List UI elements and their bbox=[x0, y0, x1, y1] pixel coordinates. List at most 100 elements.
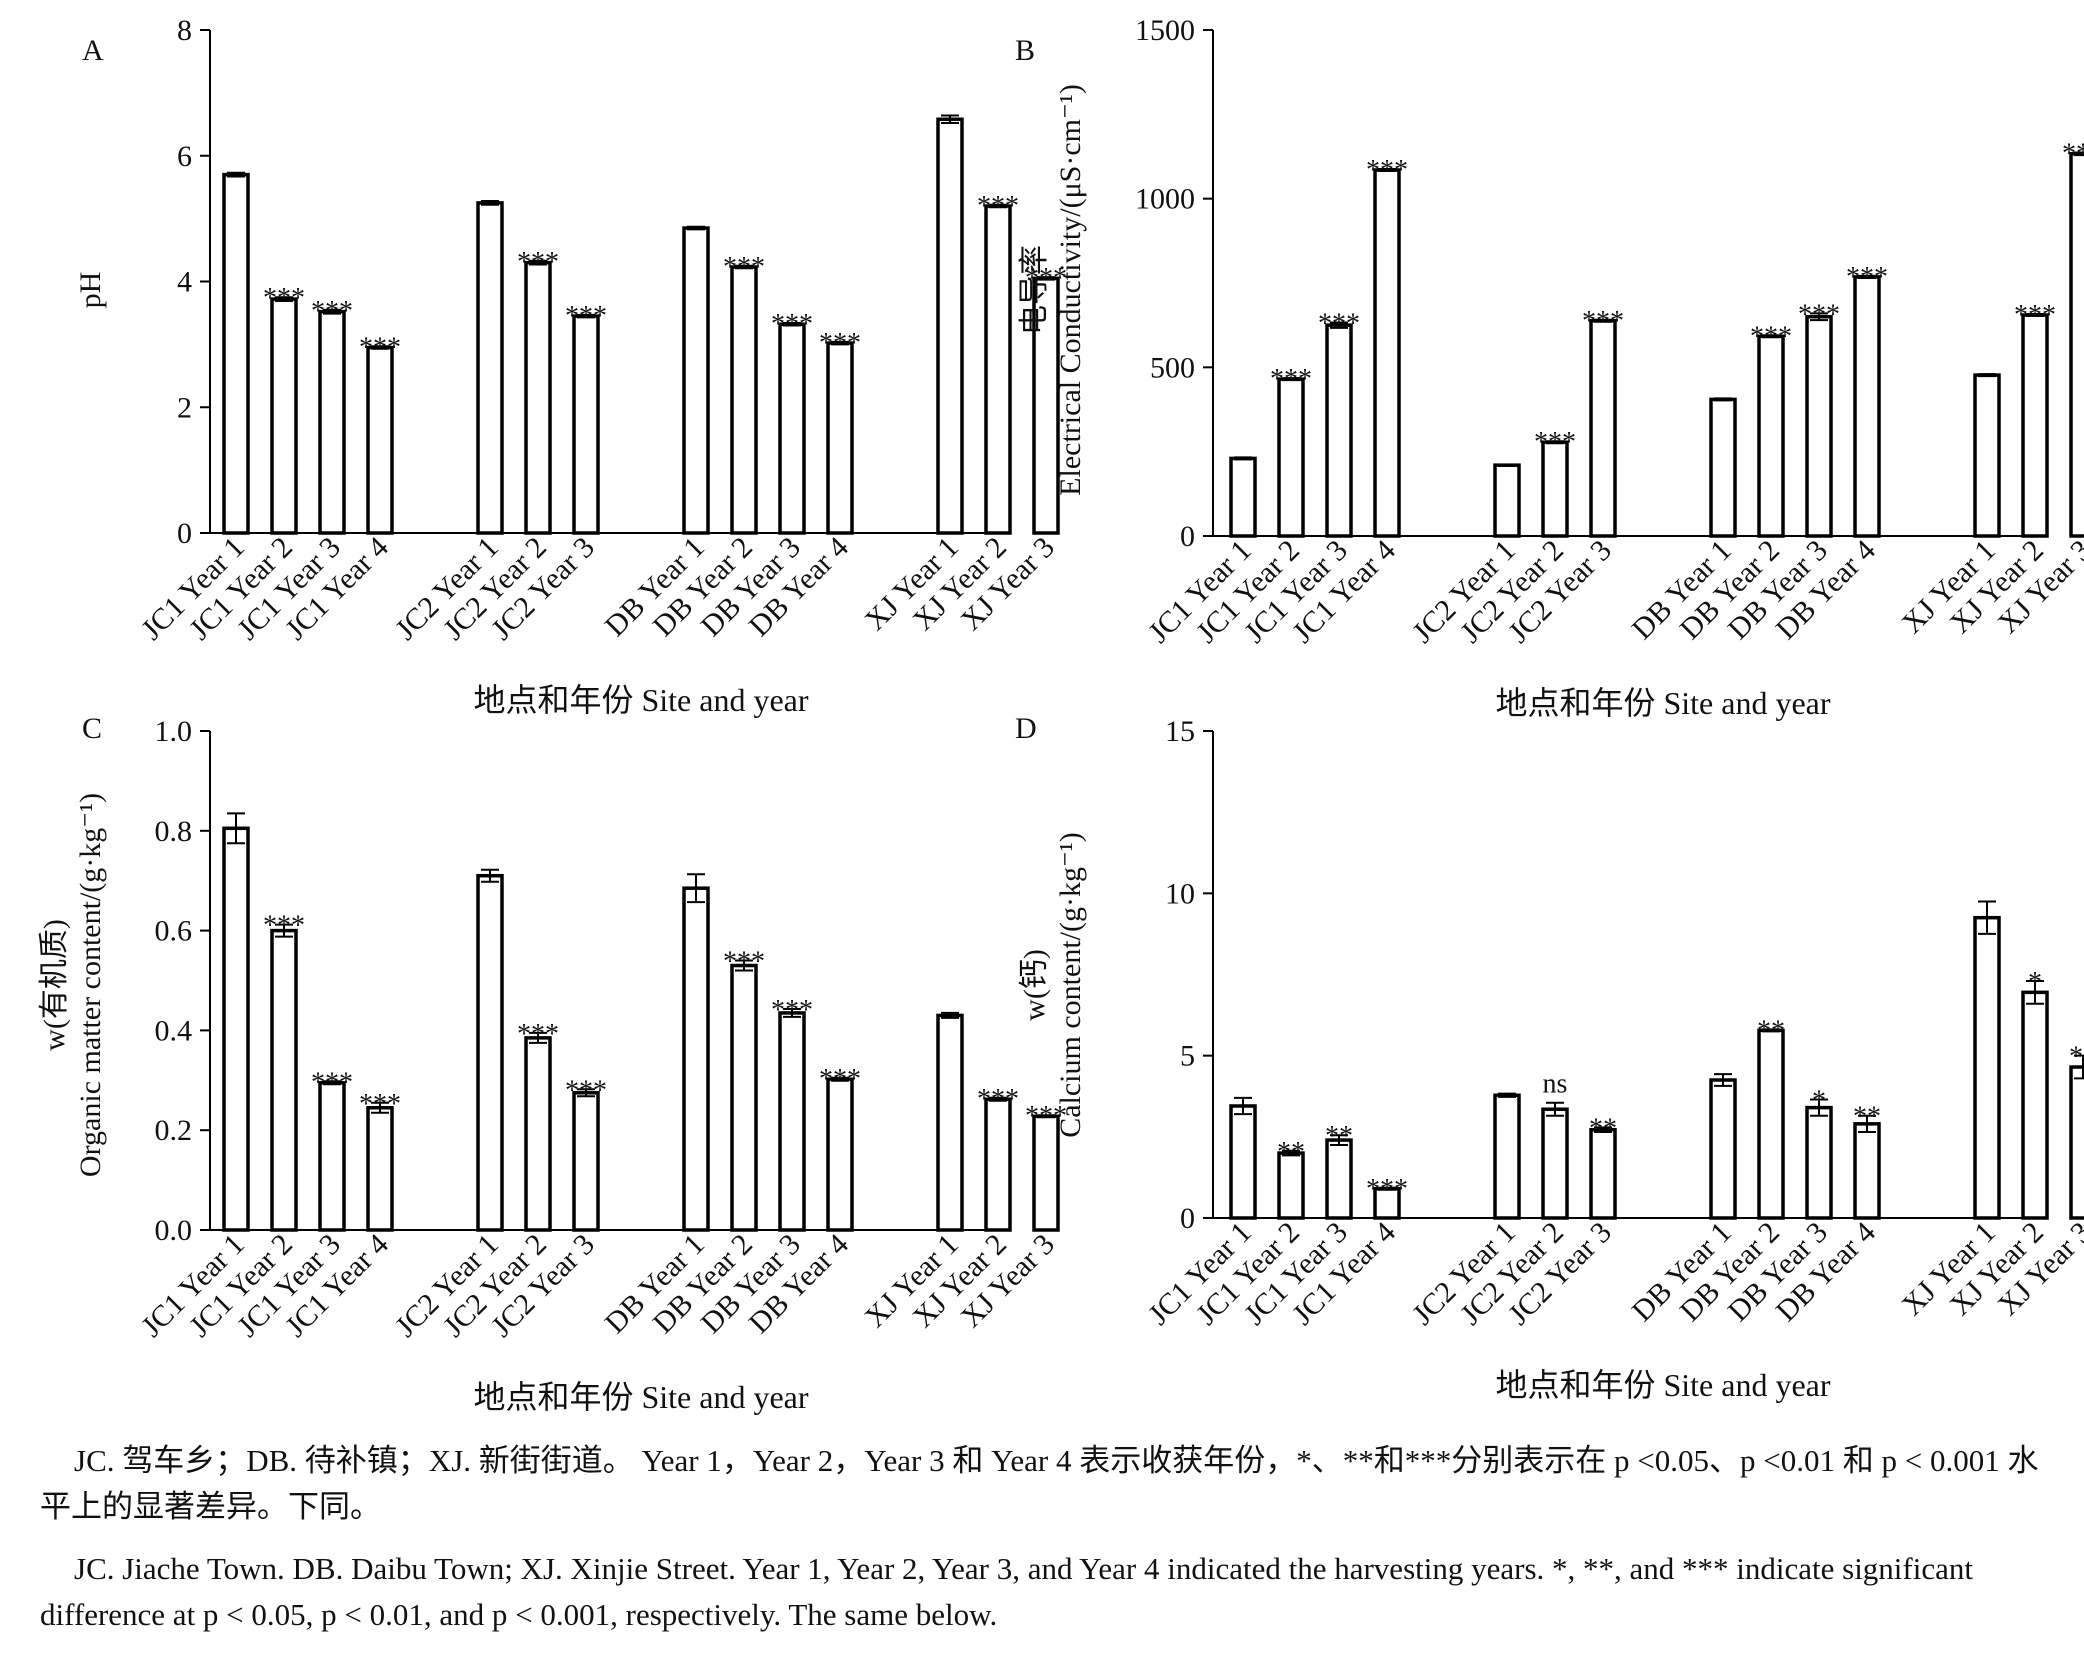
y-tick-label: 0.6 bbox=[155, 915, 193, 948]
panel-c: C 0.0 0.2 0.4 0.6 0.8 1.0 Organic matter conten… bbox=[38, 712, 1067, 1415]
y-tick-label: 1500 bbox=[1135, 14, 1195, 47]
significance-label: * bbox=[2028, 967, 2042, 998]
y-tick-label: 0 bbox=[177, 517, 192, 550]
bar bbox=[366, 1105, 394, 1232]
panel-letter: B bbox=[1015, 34, 1035, 67]
bar bbox=[1757, 334, 1785, 538]
significance-label: *** bbox=[1318, 308, 1360, 339]
significance-label: *** bbox=[723, 252, 765, 283]
y-tick-label: 0.0 bbox=[155, 1214, 193, 1247]
bar bbox=[984, 204, 1012, 535]
significance-label: *** bbox=[359, 332, 401, 363]
bar bbox=[730, 265, 758, 535]
significance-label: *** bbox=[1750, 321, 1792, 352]
significance-label: *** bbox=[565, 301, 607, 332]
significance-label: *** bbox=[263, 283, 305, 314]
bar bbox=[778, 1011, 806, 1232]
bar bbox=[1541, 1107, 1569, 1220]
y-tick-label: 0.2 bbox=[155, 1114, 193, 1147]
bar bbox=[1805, 314, 1833, 538]
bar bbox=[476, 873, 504, 1232]
bar bbox=[1373, 1187, 1401, 1220]
bar bbox=[524, 1036, 552, 1232]
significance-label: *** bbox=[1582, 306, 1624, 337]
y-tick-label: 0 bbox=[1180, 520, 1195, 553]
y-tick-label: 0.4 bbox=[155, 1014, 193, 1047]
y-axis-label-line: w(有机质) bbox=[38, 919, 71, 1051]
bar bbox=[572, 314, 600, 535]
bar bbox=[318, 1081, 346, 1232]
caption-english-text: JC. Jiache Town. DB. Daibu Town; XJ. Xin… bbox=[40, 1551, 1973, 1632]
significance-label: *** bbox=[359, 1089, 401, 1120]
bar bbox=[1541, 440, 1569, 538]
bar bbox=[2069, 1065, 2084, 1220]
bar bbox=[1229, 456, 1257, 538]
y-axis-label: Calcium content/(g·kg⁻¹)w(钙) bbox=[1018, 832, 1087, 1138]
significance-label: *** bbox=[311, 296, 353, 327]
bar bbox=[222, 826, 250, 1232]
bar bbox=[730, 963, 758, 1232]
significance-label: * bbox=[1812, 1085, 1826, 1116]
significance-label: ns bbox=[1543, 1069, 1568, 1100]
bar bbox=[270, 928, 298, 1232]
bar bbox=[1229, 1104, 1257, 1220]
bar bbox=[524, 260, 552, 535]
x-axis-label: 地点和年份 Site and year bbox=[473, 682, 808, 718]
bar bbox=[984, 1097, 1012, 1232]
bar bbox=[1853, 275, 1881, 538]
significance-label: *** bbox=[977, 1084, 1019, 1115]
bar bbox=[2021, 990, 2049, 1220]
y-axis-label-line: 电导率 bbox=[1018, 245, 1051, 335]
y-tick-label: 1.0 bbox=[155, 715, 193, 748]
bar bbox=[1373, 168, 1401, 538]
bar bbox=[682, 226, 710, 535]
y-tick-label: 5 bbox=[1180, 1040, 1195, 1073]
bar bbox=[572, 1091, 600, 1232]
bar bbox=[936, 1013, 964, 1232]
y-axis-label-line: w(钙) bbox=[1018, 949, 1051, 1021]
bar bbox=[2069, 152, 2084, 538]
y-tick-label: 0.8 bbox=[155, 815, 193, 848]
bar bbox=[1853, 1122, 1881, 1220]
caption-chinese-text: JC. 驾车乡；DB. 待补镇；XJ. 新街街道。 Year 1，Year 2，… bbox=[40, 1443, 2039, 1524]
significance-label: *** bbox=[1025, 263, 1067, 294]
significance-label: ** bbox=[1757, 1015, 1785, 1046]
y-axis-label: pH bbox=[74, 272, 107, 309]
y-axis-label: Organic matter content/(g·kg⁻¹)w(有机质) bbox=[38, 793, 107, 1177]
significance-label: ** bbox=[1853, 1102, 1881, 1133]
significance-label: ** bbox=[1325, 1121, 1353, 1152]
y-tick-label: 6 bbox=[177, 140, 192, 173]
y-axis-label: Electrical Conductivity/(μS·cm⁻¹)电导率 bbox=[1018, 84, 1087, 496]
y-tick-label: 4 bbox=[177, 266, 192, 299]
bar bbox=[826, 1077, 854, 1232]
significance-label: ** bbox=[2069, 1042, 2084, 1073]
y-tick-label: 8 bbox=[177, 14, 192, 47]
significance-label: *** bbox=[1846, 262, 1888, 293]
panel-letter: C bbox=[82, 712, 102, 745]
y-tick-label: 10 bbox=[1165, 877, 1195, 910]
y-axis-label-line: Organic matter content/(g·kg⁻¹) bbox=[74, 793, 107, 1177]
significance-label: *** bbox=[1366, 155, 1408, 186]
significance-label: *** bbox=[1534, 427, 1576, 458]
bar bbox=[1493, 1093, 1521, 1220]
significance-label: *** bbox=[2062, 138, 2084, 169]
significance-label: *** bbox=[819, 1064, 861, 1095]
significance-label: *** bbox=[723, 947, 765, 978]
y-axis-label-line: Calcium content/(g·kg⁻¹) bbox=[1054, 832, 1087, 1138]
bar bbox=[222, 172, 250, 535]
significance-label: *** bbox=[819, 328, 861, 359]
panel-letter: A bbox=[82, 34, 104, 67]
bar bbox=[1709, 397, 1737, 538]
caption-english: JC. Jiache Town. DB. Daibu Town; XJ. Xin… bbox=[40, 1546, 2060, 1638]
bar bbox=[1493, 463, 1521, 538]
panel-b: B 0 500 1000 1500 Electrical Conductivity/(μS… bbox=[1015, 14, 2084, 721]
y-tick-label: 2 bbox=[177, 391, 192, 424]
y-tick-label: 1000 bbox=[1135, 183, 1195, 216]
bar bbox=[1757, 1028, 1785, 1220]
significance-label: *** bbox=[2014, 300, 2056, 331]
significance-label: ** bbox=[1277, 1137, 1305, 1168]
bar bbox=[1973, 915, 2001, 1220]
significance-label: *** bbox=[771, 995, 813, 1026]
